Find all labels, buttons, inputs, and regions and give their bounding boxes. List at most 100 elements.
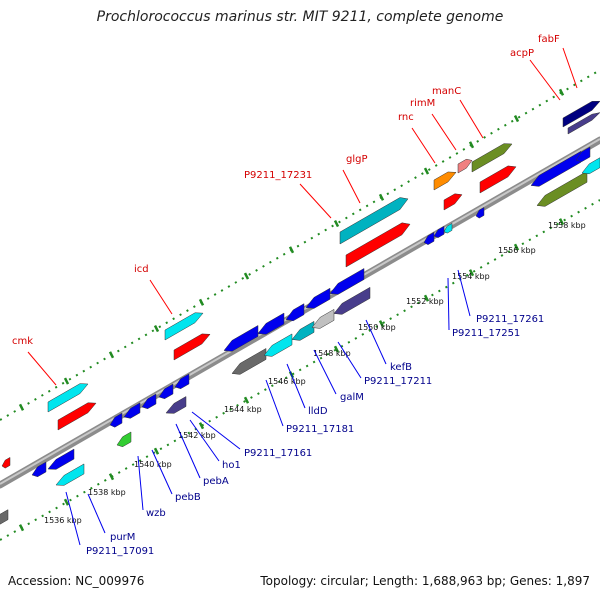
track-tick (18, 403, 25, 411)
gene-label: P9211_17231 (244, 170, 312, 181)
gene-label: icd (134, 264, 149, 275)
gene-b14 (433, 225, 445, 238)
scale-label: 1552 kbp (406, 297, 444, 306)
track-tick (333, 220, 340, 228)
track-tick (153, 325, 160, 333)
gene-icd-b (173, 333, 211, 361)
gene-label: rimM (410, 98, 435, 109)
leader-line (191, 411, 241, 450)
track-tick (513, 115, 520, 123)
scale-label: 1558 kbp (548, 221, 586, 230)
gene-b18 (536, 170, 588, 207)
leader-line (87, 493, 106, 534)
leader-line (562, 47, 578, 89)
track-tick (198, 298, 205, 306)
gene-b15 (443, 222, 453, 234)
gene-b13 (423, 231, 435, 245)
gene-label: pebB (175, 492, 201, 503)
gene-label: purM (110, 532, 135, 543)
gene-icd (164, 312, 204, 341)
gene-fabF (567, 112, 600, 135)
track-tick (558, 218, 565, 226)
gene-b11 (305, 287, 331, 309)
gene-rimM (457, 158, 473, 174)
gene-lldD (291, 320, 315, 341)
gene-label: cmk (12, 336, 33, 347)
gene-label: fabF (538, 34, 560, 45)
genome-summary-text: Topology: circular; Length: 1,688,963 bp… (260, 574, 590, 588)
gene-label: lldD (308, 406, 328, 417)
gene-p9211-17161 (231, 348, 267, 375)
gene-label: P9211_17091 (86, 546, 154, 557)
gene-label: acpP (510, 48, 534, 59)
track-tick (198, 422, 205, 430)
gene-label: wzb (146, 508, 166, 519)
gene-acpP (562, 100, 600, 128)
track-tick (423, 167, 430, 175)
scale-label: 1542 kbp (178, 431, 216, 440)
gene-b7 (174, 373, 190, 390)
gene-b6 (158, 383, 174, 400)
scale-label: 1556 kbp (498, 246, 536, 255)
track-tick (63, 377, 70, 385)
leader-line (431, 113, 457, 151)
gene-glgP (345, 222, 411, 268)
reverse-track-ticks (18, 218, 565, 532)
gene-b17 (530, 150, 582, 187)
gene-label: glgP (346, 154, 368, 165)
gene-kefB (333, 286, 371, 315)
leader-line (65, 491, 81, 546)
gene-cmk-b (57, 402, 97, 431)
forward-track-outer (0, 69, 600, 421)
leader-line (149, 279, 173, 315)
leader-line (529, 59, 561, 101)
gene-label: P9211_17161 (244, 448, 312, 459)
gene-p9211-17181 (263, 333, 293, 357)
gene-b4 (123, 402, 141, 419)
gene-label: galM (340, 392, 364, 403)
gene-b12 (329, 268, 365, 295)
leader-line (459, 99, 484, 139)
track-tick (378, 193, 385, 201)
track-tick (153, 447, 160, 455)
leader-line (189, 419, 220, 462)
gene-purM (55, 463, 85, 486)
gene-b3 (109, 412, 123, 428)
scale-label: 1536 kbp (44, 516, 82, 525)
reverse-track-outer (0, 199, 600, 541)
track-tick (18, 524, 25, 532)
track-tick (468, 269, 475, 277)
accession-text: Accession: NC_009976 (8, 574, 145, 588)
map-title: Prochlorococcus marinus str. MIT 9211, c… (96, 9, 504, 25)
leader-line (365, 319, 387, 365)
leader-line (411, 127, 436, 164)
gene-b10 (285, 303, 305, 322)
leader-line (337, 341, 362, 379)
leader-line (27, 351, 57, 386)
gene-left-gray (0, 509, 9, 525)
leader-line (286, 363, 306, 409)
gene-b9 (257, 312, 285, 335)
gene-features (0, 100, 600, 525)
gene-labels: 1536 kbp 1538 kbp 1540 kbp 1542 kbp 1544 kbp… (12, 34, 586, 557)
gene-cmk (47, 383, 89, 413)
leader-line (299, 183, 332, 219)
leader-line (313, 349, 337, 395)
track-tick (333, 345, 340, 353)
gene-b20 (581, 157, 600, 175)
leader-line (137, 455, 144, 511)
leader-line (457, 269, 471, 317)
gene-label: ho1 (222, 460, 241, 471)
track-tick (108, 351, 115, 359)
leader-line (342, 169, 361, 204)
gene-rnc-b (443, 193, 463, 211)
gene-red-small (1, 456, 11, 469)
gene-b19 (575, 146, 591, 163)
gene-b5 (141, 393, 157, 410)
gene-label: pebA (203, 476, 229, 487)
track-tick (558, 88, 565, 96)
scale-label: 1548 kbp (313, 349, 351, 358)
scale-label: 1550 kbp (358, 323, 396, 332)
